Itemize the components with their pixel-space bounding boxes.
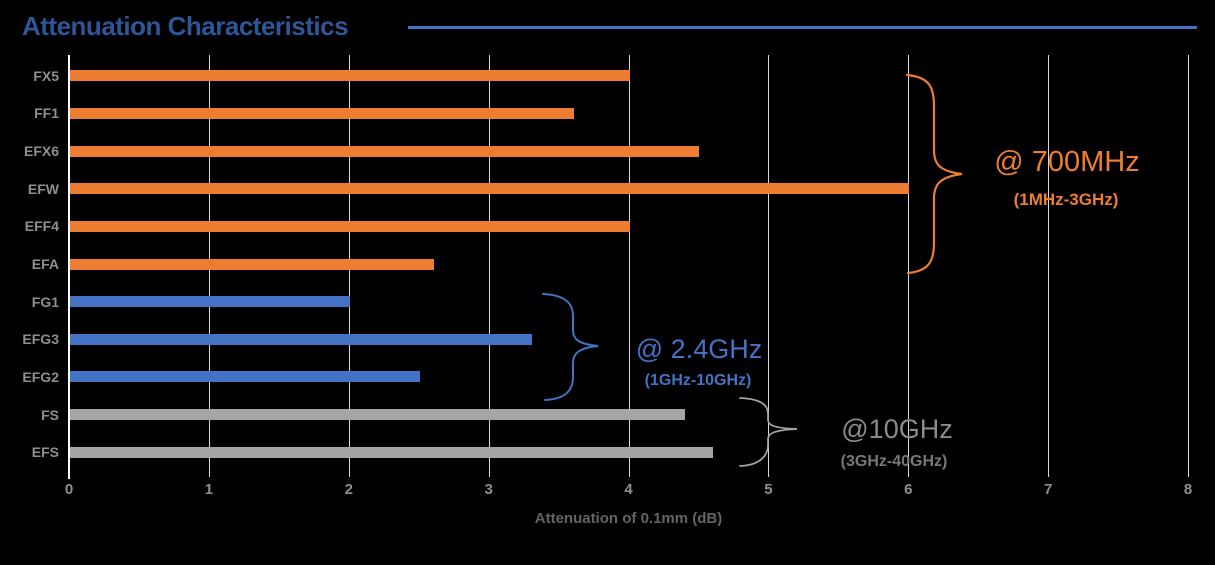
- x-tick-label-8: 8: [1183, 481, 1193, 498]
- x-tick-label-2: 2: [344, 481, 353, 498]
- category-label-efg2: EFG2: [22, 368, 59, 385]
- category-label-efx6: EFX6: [23, 143, 59, 160]
- annotation-700mhz-label: @ 700MHz: [994, 146, 1140, 178]
- gridline-x-4: [628, 55, 630, 477]
- category-label-fx5: FX5: [33, 67, 59, 84]
- bar-efg3: [70, 333, 532, 345]
- category-label-fs: FS: [41, 406, 59, 423]
- gridline-x-7: [1048, 55, 1050, 477]
- x-tick-label-6: 6: [904, 481, 913, 498]
- bar-fg1: [70, 296, 350, 308]
- x-tick-label-4: 4: [624, 481, 633, 498]
- x-tick-label-3: 3: [484, 481, 493, 498]
- bar-efw: [70, 183, 910, 195]
- x-tick-label-7: 7: [1043, 481, 1053, 498]
- bar-eff4: [70, 220, 630, 232]
- title-decorative-rule: [408, 26, 1197, 29]
- x-tick-label-1: 1: [204, 481, 214, 498]
- category-label-eff4: EFF4: [24, 218, 59, 235]
- gridline-x-5: [768, 55, 770, 477]
- bar-efg2: [70, 371, 420, 383]
- gridline-x-3: [488, 55, 490, 477]
- category-label-efw: EFW: [27, 180, 59, 197]
- category-label-ff1: FF1: [34, 105, 59, 122]
- x-axis-title: Attenuation of 0.1mm (dB): [534, 510, 723, 527]
- bar-fs: [70, 409, 686, 421]
- annotation-2-4ghz-sublabel: (1GHz-10GHz): [644, 372, 752, 389]
- annotation-10ghz-label: @10GHz: [841, 414, 953, 444]
- category-label-efa: EFA: [31, 256, 59, 272]
- bar-efx6: [70, 145, 700, 157]
- x-tick-label-0: 0: [64, 481, 74, 498]
- annotation-700mhz-sublabel: (1MHz-3GHz): [1013, 190, 1119, 209]
- bar-efa: [70, 258, 434, 270]
- bar-fx5: [70, 70, 630, 82]
- gridline-x-8: [1188, 55, 1189, 477]
- category-label-fg1: FG1: [31, 293, 59, 310]
- bar-ff1: [70, 107, 574, 119]
- y-axis-line: [68, 55, 70, 479]
- category-label-efg3: EFG3: [22, 331, 59, 348]
- annotation-2-4ghz-label: @ 2.4GHz: [635, 334, 763, 364]
- category-label-efs: EFS: [31, 444, 59, 461]
- chart-title: Attenuation Characteristics: [22, 11, 349, 41]
- bar-efs: [70, 446, 714, 458]
- annotation-10ghz-sublabel: (3GHz-40GHz): [840, 453, 948, 470]
- x-tick-label-5: 5: [764, 481, 773, 498]
